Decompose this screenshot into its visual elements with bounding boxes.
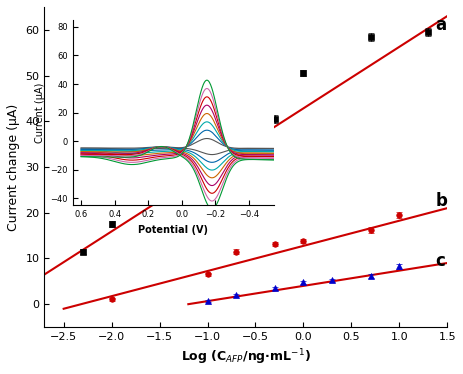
X-axis label: Log (C$_{AFP}$/ng·mL$^{-1}$): Log (C$_{AFP}$/ng·mL$^{-1}$) — [181, 347, 311, 367]
Text: a: a — [436, 16, 447, 34]
Text: c: c — [436, 252, 445, 270]
Y-axis label: Current change (μA): Current change (μA) — [7, 103, 20, 231]
Text: b: b — [436, 192, 448, 210]
